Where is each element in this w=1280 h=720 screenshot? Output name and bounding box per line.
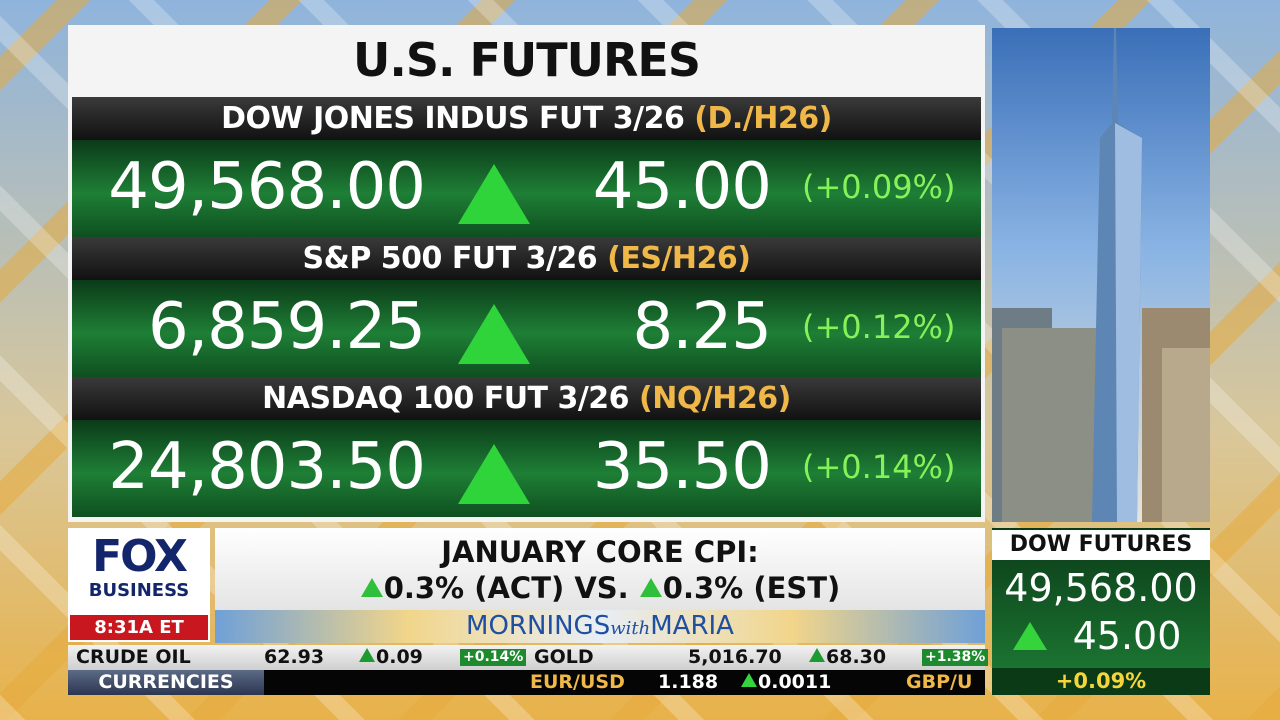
- ticker-change: 0.0011: [740, 670, 831, 695]
- ticker-name: GBP/U: [906, 671, 973, 693]
- logo-top: FOX: [92, 531, 188, 582]
- ticker-percent: +0.14%: [460, 649, 527, 666]
- estimate: 0.3% (EST): [662, 571, 841, 605]
- up-arrow: [809, 648, 825, 662]
- up-arrow: [741, 673, 757, 687]
- row-percent: (+0.12%): [802, 308, 956, 346]
- ticker-change-value: 0.09: [376, 646, 423, 668]
- row-symbol: (NQ/H26): [639, 381, 791, 416]
- arrow-shape: [458, 164, 530, 224]
- row-values: 24,803.50 35.50 (+0.14%): [72, 420, 981, 517]
- row-price: 6,859.25: [148, 290, 426, 364]
- headline: JANUARY CORE CPI: 0.3% (ACT) VS. 0.3% (E…: [215, 528, 985, 610]
- row-change: 35.50: [592, 430, 772, 504]
- row-name: DOW JONES INDUS FUT 3/26: [221, 101, 685, 136]
- ticker-name: GOLD: [534, 646, 594, 668]
- arrow-shape: [458, 444, 530, 504]
- dow-change: 45.00: [1072, 614, 1182, 658]
- dow-percent: +0.09%: [992, 668, 1210, 695]
- ticker-change: 0.09: [358, 645, 423, 670]
- time: 8:31A ET: [70, 615, 208, 640]
- ticker-change-value: 68.30: [826, 646, 887, 668]
- row-percent: (+0.14%): [802, 448, 956, 486]
- up-arrow: [360, 578, 383, 597]
- ticker-name: EUR/USD: [530, 671, 625, 693]
- dow-price: 49,568.00: [1004, 566, 1198, 610]
- ticker-change: 68.30: [808, 645, 886, 670]
- logo-box: FOX BUSINESS 8:31A ET: [68, 528, 210, 642]
- up-arrow: [1013, 622, 1047, 650]
- row-price: 24,803.50: [108, 430, 426, 504]
- headline-line-1: JANUARY CORE CPI:: [441, 535, 759, 569]
- ticker-price: 62.93: [264, 646, 325, 668]
- ticker-percent: +1.38%: [922, 649, 989, 666]
- ticker-price: 1.188: [658, 671, 719, 693]
- row-header: NASDAQ 100 FUT 3/26 (NQ/H26): [72, 377, 981, 420]
- logo-bottom: BUSINESS: [88, 580, 190, 601]
- row-values: 49,568.00 45.00 (+0.09%): [72, 140, 981, 237]
- up-arrow: [458, 444, 530, 504]
- ticker-name: CRUDE OIL: [76, 646, 191, 668]
- ticker-price: 5,016.70: [688, 646, 782, 668]
- row-name: S&P 500 FUT 3/26: [302, 241, 598, 276]
- show-part: with: [610, 618, 651, 639]
- ticker-change-value: 0.0011: [758, 671, 832, 693]
- row-change: 45.00: [592, 150, 772, 224]
- row-price: 49,568.00: [108, 150, 426, 224]
- dow-title: DOW FUTURES: [992, 530, 1210, 560]
- show-part: MARIA: [650, 611, 734, 641]
- arrow-shape: [458, 304, 530, 364]
- row-name: NASDAQ 100 FUT 3/26: [262, 381, 630, 416]
- city-photo: [992, 28, 1210, 522]
- show-part: MORNINGS: [466, 611, 611, 641]
- futures-panel: U.S. FUTURES DOW JONES INDUS FUT 3/26 (D…: [68, 25, 985, 522]
- ticker-row: CRUDE OIL 62.93 0.09 +0.14% GOLD 5,016.7…: [68, 645, 989, 670]
- photo-art: [992, 28, 1210, 522]
- headline-line-2: 0.3% (ACT) VS. 0.3% (EST): [215, 570, 985, 606]
- show-name: MORNINGSwithMARIA: [215, 610, 985, 643]
- dow-box: DOW FUTURES 49,568.00 45.00 +0.09%: [992, 528, 1210, 695]
- row-symbol: (ES/H26): [607, 241, 751, 276]
- row-values: 6,859.25 8.25 (+0.12%): [72, 280, 981, 377]
- ticker-label: CURRENCIES: [68, 670, 264, 695]
- up-arrow: [639, 578, 662, 597]
- up-arrow: [458, 304, 530, 364]
- row-header: S&P 500 FUT 3/26 (ES/H26): [72, 237, 981, 280]
- row-header: DOW JONES INDUS FUT 3/26 (D./H26): [72, 97, 981, 140]
- up-arrow: [359, 648, 375, 662]
- row-symbol: (D./H26): [694, 101, 832, 136]
- up-arrow: [458, 164, 530, 224]
- actual: 0.3% (ACT) VS.: [383, 571, 629, 605]
- panel-title: U.S. FUTURES: [353, 33, 701, 87]
- ticker-row: CURRENCIES EUR/USD 1.188 0.0011 GBP/U: [68, 670, 985, 695]
- row-percent: (+0.09%): [802, 168, 956, 206]
- row-change: 8.25: [632, 290, 772, 364]
